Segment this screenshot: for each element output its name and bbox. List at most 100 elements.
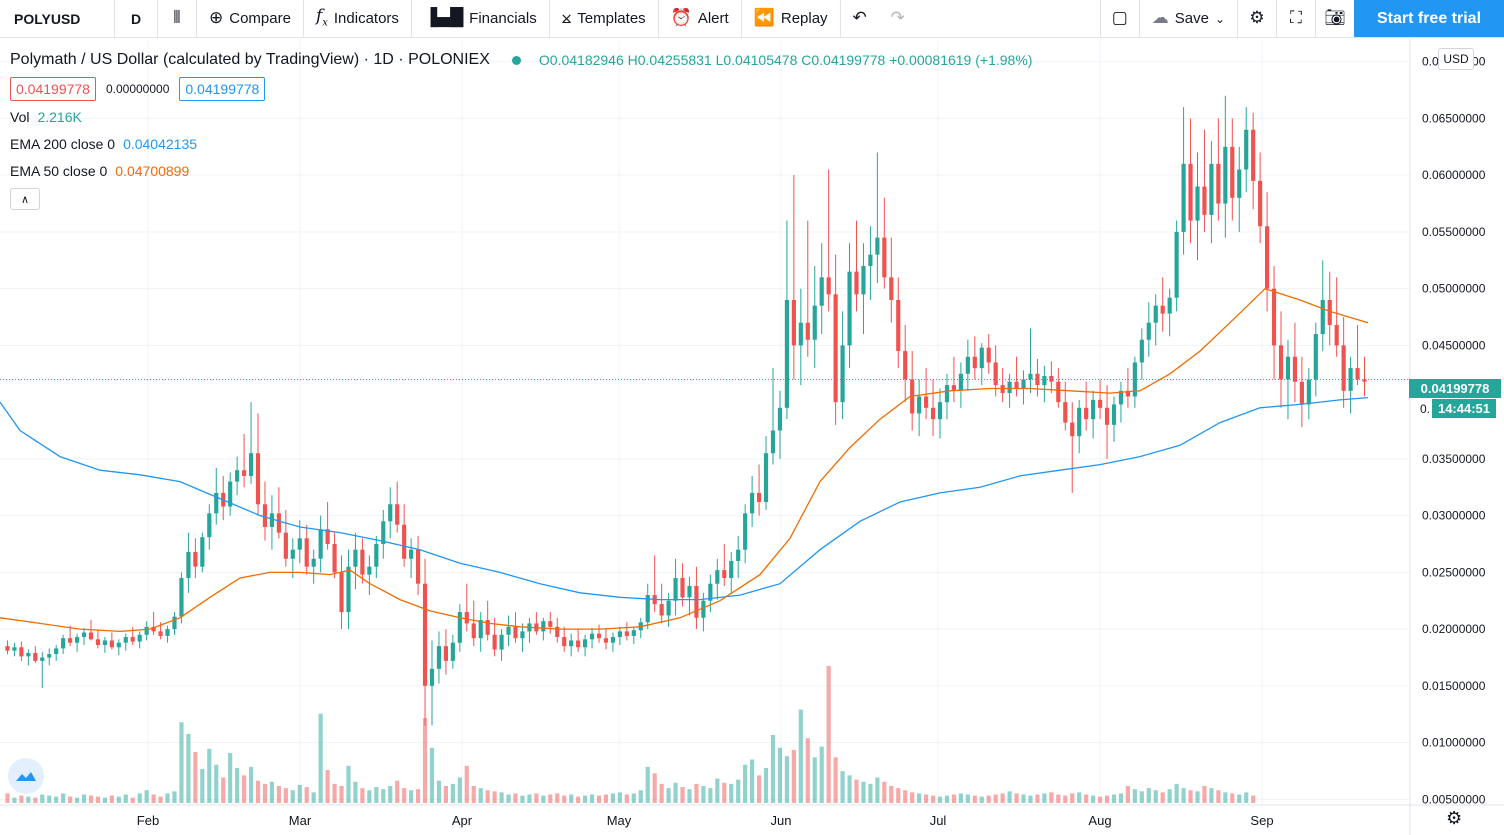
volume-bar xyxy=(986,795,991,803)
volume-bar xyxy=(631,793,636,803)
snapshot-button[interactable]: 📷︎ xyxy=(1316,0,1354,37)
layout-button[interactable]: ▢ xyxy=(1101,0,1139,37)
volume-bar xyxy=(381,789,386,803)
volume-bar xyxy=(207,748,212,803)
price-scale[interactable]: 0.070000000.065000000.060000000.05500000… xyxy=(1422,55,1486,807)
volume-bar xyxy=(534,793,539,803)
save-button[interactable]: ☁ Save ⌄ xyxy=(1140,0,1237,37)
candle-body xyxy=(1028,373,1033,380)
volume-bar xyxy=(652,773,657,803)
candle-body xyxy=(1091,399,1096,420)
volume-bar xyxy=(833,757,838,803)
time-tick-label: Jul xyxy=(930,813,947,828)
candle-body xyxy=(624,631,629,636)
candle-body xyxy=(1237,169,1242,198)
candle-body xyxy=(1209,163,1214,215)
candle-body xyxy=(875,237,880,255)
volume-bar xyxy=(151,794,156,803)
alert-button[interactable]: ⏰ Alert xyxy=(659,0,741,37)
undo-button[interactable]: ↶ xyxy=(841,0,879,37)
ask-price-box[interactable]: 0.04199778 xyxy=(179,77,266,101)
volume-bar xyxy=(910,792,915,803)
fullscreen-button[interactable]: ⛶ xyxy=(1277,0,1315,37)
time-tick-label: May xyxy=(607,813,632,828)
volume-bar xyxy=(1035,794,1040,803)
candle-body xyxy=(1049,376,1054,382)
interval-button[interactable]: D xyxy=(115,0,157,37)
volume-bar xyxy=(979,796,984,803)
candle-body xyxy=(123,637,128,643)
volume-bar xyxy=(791,749,796,803)
candle-body xyxy=(1084,407,1089,420)
candle-body xyxy=(791,300,796,346)
volume-bar xyxy=(395,780,400,803)
volume-bar xyxy=(1216,790,1221,803)
symbol-search-button[interactable]: POLYUSD xyxy=(0,0,114,37)
tradingview-logo[interactable] xyxy=(8,758,44,794)
time-scale[interactable]: Feb Mar Apr May Jun Jul Aug Sep xyxy=(137,813,1274,828)
scale-settings-button[interactable]: ⚙ xyxy=(1446,808,1462,829)
volume-bar xyxy=(1000,793,1005,803)
ema200-legend[interactable]: EMA 200 close 0 0.04042135 xyxy=(10,133,1032,155)
candle-body xyxy=(1244,129,1249,170)
volume-bar xyxy=(214,764,219,803)
compare-button[interactable]: ⊕ Compare xyxy=(197,0,303,37)
volume-bar xyxy=(1014,793,1019,803)
symbol-title[interactable]: Polymath / US Dollar (calculated by Trad… xyxy=(10,51,490,68)
candle-body xyxy=(617,631,622,638)
candle-body xyxy=(1056,381,1061,403)
volume-bar xyxy=(325,770,330,803)
candle-body xyxy=(840,345,845,403)
volume-bar xyxy=(743,764,748,803)
chart-style-button[interactable]: ⫴ xyxy=(158,0,196,37)
candle-body xyxy=(207,513,212,538)
candle-body xyxy=(304,538,309,567)
candle-body xyxy=(513,626,518,639)
volume-legend[interactable]: Vol 2.216K xyxy=(10,106,1032,128)
candle-body xyxy=(972,356,977,369)
candle-body xyxy=(666,600,671,616)
ema50-legend[interactable]: EMA 50 close 0 0.04700899 xyxy=(10,160,1032,182)
candle-body xyxy=(1063,402,1068,423)
volume-bar xyxy=(576,796,581,803)
collapse-legend-button[interactable]: ∧ xyxy=(10,188,40,210)
volume-bar xyxy=(840,771,845,803)
candle-body xyxy=(116,642,121,648)
replay-button[interactable]: ⏪ Replay xyxy=(742,0,840,37)
price-chart[interactable]: 0.070000000.065000000.060000000.05500000… xyxy=(0,39,1504,835)
redo-button[interactable]: ↷ xyxy=(879,0,917,37)
templates-button[interactable]: ⨲ Templates xyxy=(550,0,658,37)
currency-badge[interactable]: USD xyxy=(1438,48,1474,70)
candle-body xyxy=(422,583,428,686)
candle-body xyxy=(499,634,504,650)
candle-body xyxy=(12,647,17,651)
candle-body xyxy=(1327,300,1332,325)
templates-icon: ⨲ xyxy=(561,8,572,28)
candle-body xyxy=(917,396,922,414)
candle-body xyxy=(367,566,372,575)
candle-body xyxy=(1334,324,1339,346)
candle-body xyxy=(986,347,991,363)
indicators-button[interactable]: fx Indicators xyxy=(304,0,411,37)
volume-bar xyxy=(694,783,699,803)
candle-body xyxy=(1125,390,1130,397)
volume-bar xyxy=(659,783,664,803)
volume-bar xyxy=(255,780,261,803)
market-status-dot[interactable] xyxy=(511,55,521,65)
candle-body xyxy=(200,537,205,567)
chart-pane[interactable]: 0.070000000.065000000.060000000.05500000… xyxy=(0,39,1504,835)
start-free-trial-button[interactable]: Start free trial xyxy=(1354,0,1504,37)
volume-bar xyxy=(1167,789,1172,803)
ema200-label: EMA 200 close 0 xyxy=(10,136,116,152)
financials-button[interactable]: ▐▄█ Financials xyxy=(412,0,549,37)
volume-bar xyxy=(638,790,643,803)
candle-body xyxy=(1139,339,1144,363)
volume-bar xyxy=(937,796,943,803)
bid-price-box[interactable]: 0.04199778 xyxy=(10,77,96,101)
candle-body xyxy=(1097,399,1103,408)
candle-body xyxy=(1021,379,1026,389)
candle-body xyxy=(471,623,476,639)
volume-bar xyxy=(485,790,490,803)
partial-scale-value: 0. xyxy=(1420,402,1431,416)
settings-button[interactable]: ⚙ xyxy=(1238,0,1276,37)
